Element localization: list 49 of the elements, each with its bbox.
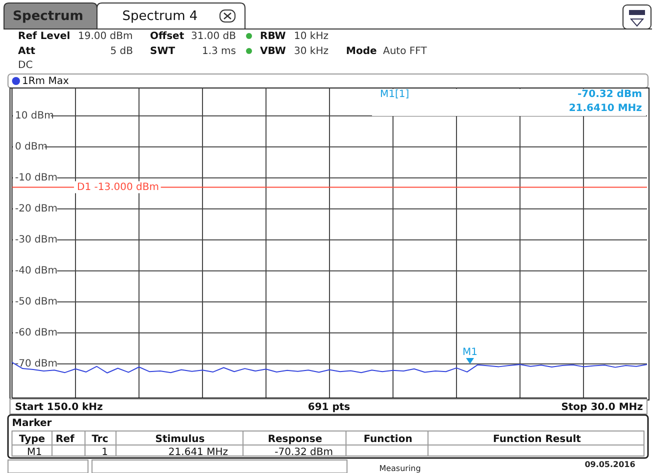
text: M1 [27,447,42,458]
text: 30 kHz [294,46,328,57]
y-tick-label: 10 dBm [15,110,54,122]
annotation: M1 [462,347,478,358]
text: Start 150.0 kHz [15,402,104,413]
annotation: M1[1] [380,89,410,100]
annotation: -70.32 dBm [578,89,642,100]
text: Offset [150,31,184,42]
text: 1.3 ms [202,46,236,57]
text: Ref [56,434,76,445]
ref-line-label: D1 -13.000 dBm [77,182,159,193]
text: 10 kHz [294,31,328,42]
text: Response [268,434,322,445]
text: 31.00 dB [191,31,236,42]
text: Function [364,434,412,445]
y-tick-label: 0 dBm [15,142,48,153]
text: Mode [346,46,377,57]
y-tick-label: -40 dBm [15,266,58,277]
text: Spectrum [12,9,84,24]
text: 19.00 dBm [78,31,133,42]
text: Trc [92,434,108,445]
text: Att [18,46,36,57]
text: Marker [12,418,52,429]
text: Ref Level [18,31,70,42]
y-tick-label: -20 dBm [15,204,58,215]
text: 5 dB [110,46,134,57]
text: Measuring [379,464,421,473]
text: 691 pts [308,402,350,413]
y-tick-label: -50 dBm [15,296,58,308]
text: Function Result [493,434,582,445]
text: -70.32 dBm [274,447,333,458]
text: Auto FFT [383,46,428,57]
text: Type [18,434,46,445]
legend-label: 1Rm Max [22,76,69,87]
text: 09.05.2016 [584,460,636,469]
text: SWT [150,46,176,57]
y-tick-label: -70 dBm [15,358,58,370]
text: DC [18,60,33,71]
text: 21.641 MHz [168,447,228,458]
text: Stop 30.0 MHz [561,402,644,413]
text: VBW [260,46,286,57]
annotation: 21.6410 MHz [568,103,642,114]
text: 1 [102,447,108,458]
y-tick-label: -60 dBm [15,328,58,339]
text: RBW [260,31,286,42]
y-tick-label: -10 dBm [15,172,58,184]
y-tick-label: -30 dBm [15,234,58,246]
chart-title: Spectrum 4 [122,9,198,24]
text: Stimulus [155,434,205,445]
